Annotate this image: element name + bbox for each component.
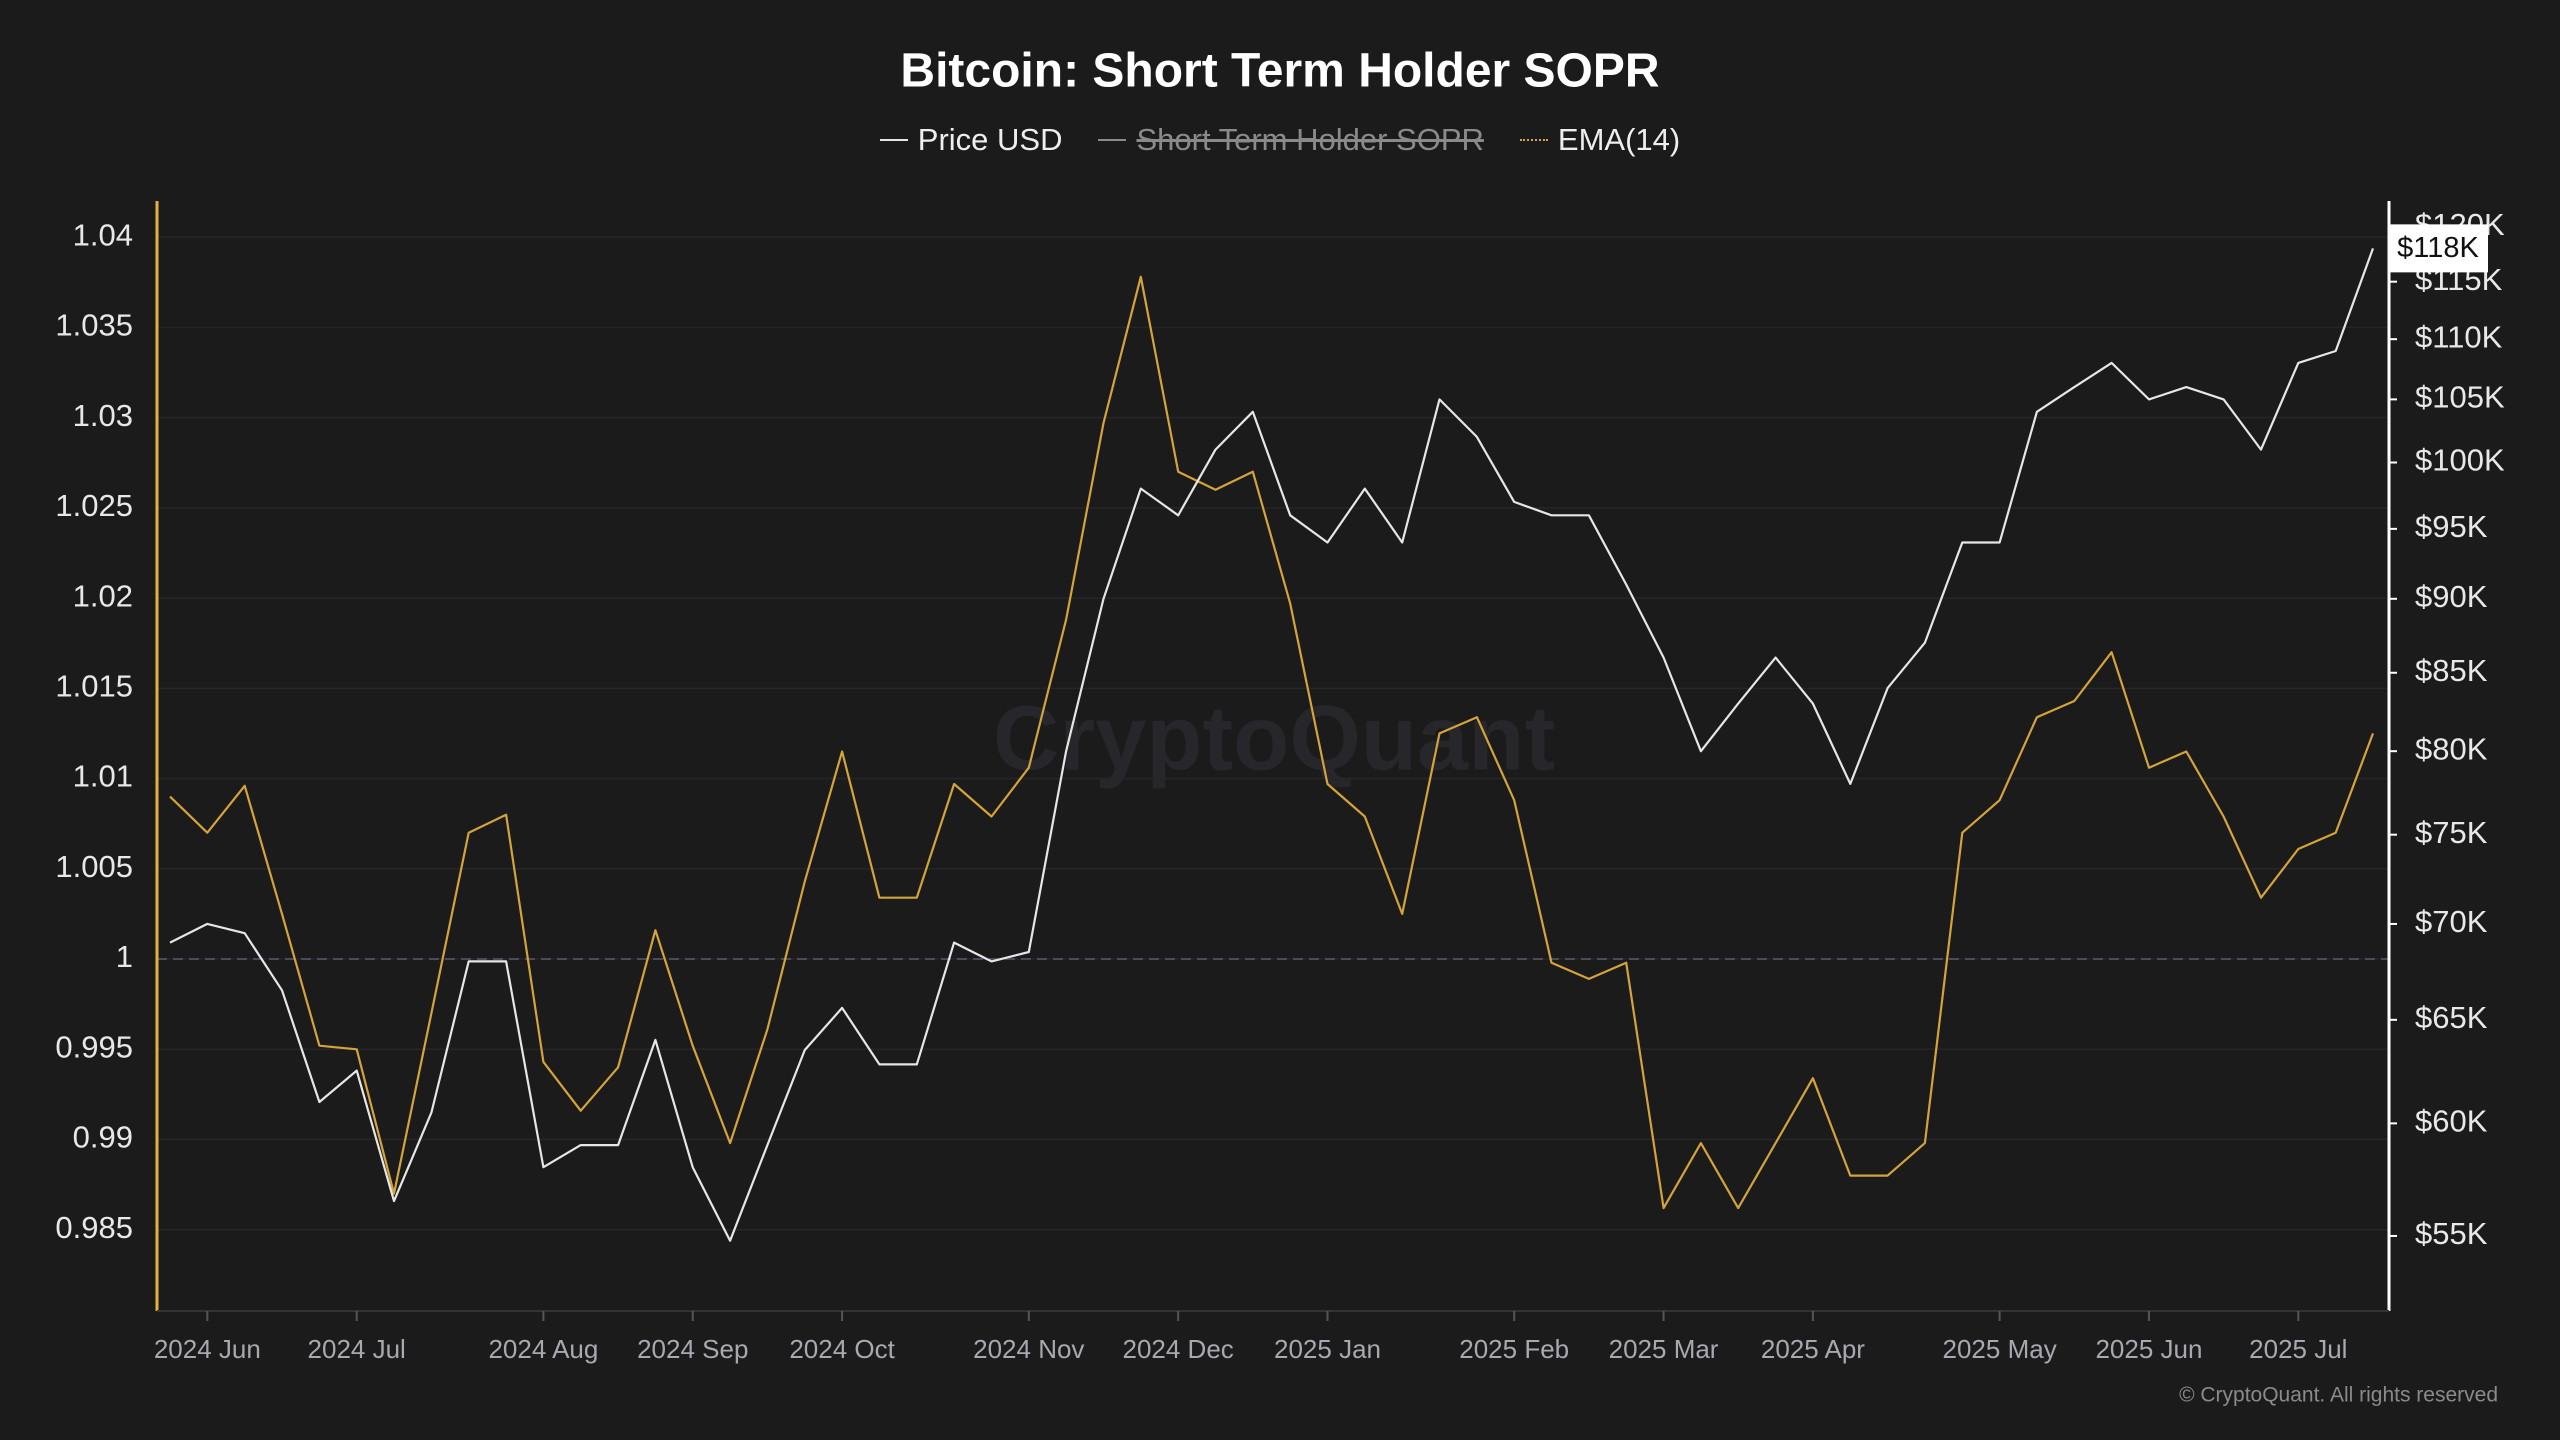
y-tick-label: 0.995 — [55, 1029, 133, 1064]
y-tick-label: 1.035 — [55, 308, 133, 343]
legend-swatch — [1519, 139, 1548, 141]
y-tick-label: 1.03 — [73, 398, 133, 433]
x-tick-label: 2025 Jul — [2249, 1334, 2347, 1364]
legend-label: Short Term Holder SOPR — [1136, 122, 1484, 157]
y2-tick-label: $105K — [2415, 380, 2505, 415]
x-tick-label: 2024 Jun — [154, 1334, 261, 1364]
y-tick-label: 1.015 — [55, 669, 133, 704]
x-tick-label: 2024 Oct — [789, 1334, 895, 1364]
y2-tick-label: $85K — [2415, 653, 2488, 688]
footer: © CryptoQuant. All rights reserved — [2179, 1384, 2498, 1407]
x-tick-label: 2025 Mar — [1609, 1334, 1719, 1364]
y2-tick-label: $100K — [2415, 443, 2505, 478]
series-line — [169, 248, 2375, 1242]
x-tick-label: 2025 Jan — [1274, 1334, 1381, 1364]
y2-tick-label: $70K — [2415, 904, 2488, 939]
y-tick-label: 1.02 — [73, 578, 133, 613]
legend-item[interactable]: EMA(14) — [1519, 122, 1681, 158]
x-tick-label: 2024 Aug — [488, 1334, 598, 1364]
y2-tick-label: $80K — [2415, 731, 2488, 766]
x-tick-label: 2024 Dec — [1122, 1334, 1233, 1364]
x-tick-label: 2025 May — [1943, 1334, 2057, 1364]
y2-tick-label: $90K — [2415, 579, 2488, 614]
x-tick-label: 2025 Feb — [1459, 1334, 1569, 1364]
y-tick-label: 1.025 — [55, 488, 133, 523]
y2-tick-label: $95K — [2415, 509, 2488, 544]
y2-tick-label: $110K — [2415, 319, 2503, 354]
watermark: CryptoQuant — [993, 687, 1555, 789]
y-tick-label: 1.005 — [55, 849, 133, 884]
x-tick-label: 2024 Nov — [973, 1334, 1084, 1364]
legend-swatch — [1098, 139, 1127, 141]
last-value-label: $118K — [2397, 232, 2479, 264]
y-tick-label: 0.985 — [55, 1210, 133, 1245]
series-line — [169, 275, 2375, 1210]
x-tick-label: 2025 Jun — [2095, 1334, 2202, 1364]
y2-tick-label: $60K — [2415, 1104, 2488, 1139]
legend-item[interactable]: Price USD — [879, 122, 1063, 158]
x-tick-label: 2025 Apr — [1761, 1334, 1865, 1364]
x-tick-label: 2024 Jul — [308, 1334, 406, 1364]
legend-item[interactable]: Short Term Holder SOPR — [1098, 122, 1484, 158]
y-tick-label: 1.01 — [73, 759, 133, 794]
y-tick-label: 1 — [116, 939, 133, 974]
chart-title: Bitcoin: Short Term Holder SOPR — [900, 45, 1659, 98]
legend-swatch — [879, 139, 908, 141]
y-tick-label: 0.99 — [73, 1120, 133, 1155]
y2-tick-label: $75K — [2415, 815, 2488, 850]
y-tick-label: 1.04 — [73, 217, 133, 252]
y2-tick-label: $55K — [2415, 1216, 2488, 1251]
legend-label: Price USD — [917, 122, 1063, 157]
legend-label: EMA(14) — [1557, 122, 1681, 157]
legend: Price USD Short Term Holder SOPR EMA(14) — [0, 122, 2560, 158]
y2-tick-label: $65K — [2415, 1000, 2488, 1035]
x-tick-label: 2024 Sep — [637, 1334, 748, 1364]
last-value-box — [2388, 224, 2488, 273]
